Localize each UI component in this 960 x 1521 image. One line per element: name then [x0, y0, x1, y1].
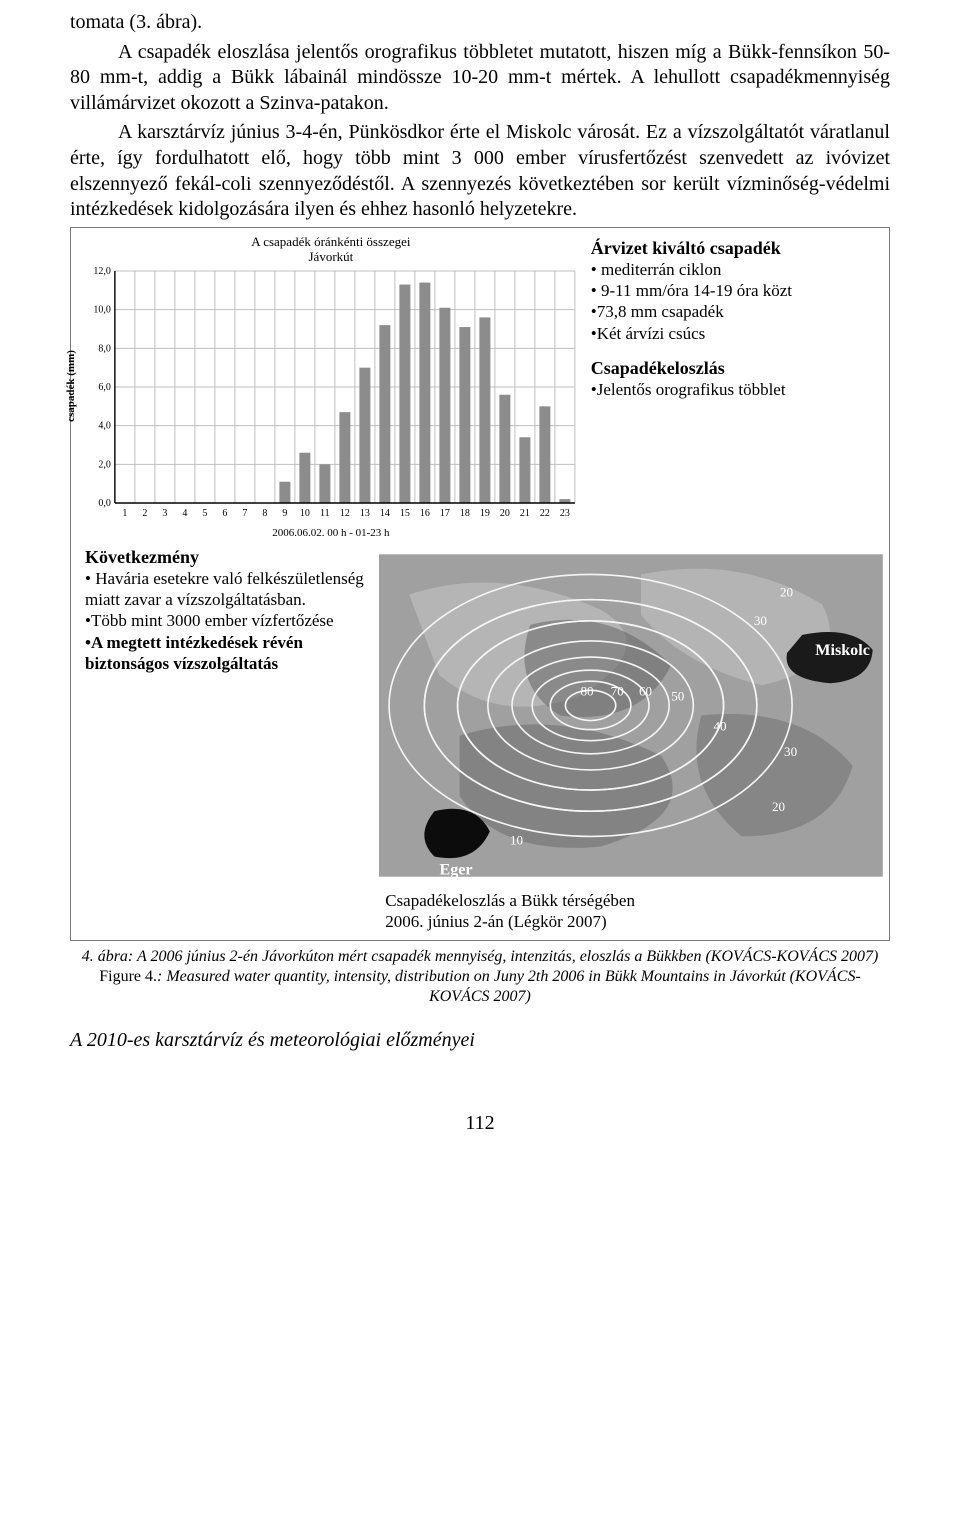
svg-text:50: 50 — [671, 688, 685, 703]
paragraph-2: A csapadék eloszlása jelentős orografiku… — [70, 40, 890, 117]
svg-text:22: 22 — [540, 508, 550, 519]
chart-title-line1: A csapadék óránkénti összegei — [251, 234, 410, 249]
svg-text:Miskolc: Miskolc — [815, 642, 870, 659]
paragraph-1: tomata (3. ábra). — [70, 10, 890, 36]
svg-text:14: 14 — [380, 508, 390, 519]
bar-chart-svg: 0,02,04,06,08,010,012,012345678910111213… — [77, 265, 585, 525]
precip-bar-chart: A csapadék óránkénti összegei Jávorkút c… — [77, 234, 585, 539]
side-block-1-heading: Árvizet kiváltó csapadék — [591, 238, 877, 259]
svg-text:11: 11 — [320, 508, 330, 519]
caption-italic-2: : Measured water quantity, intensity, di… — [157, 968, 861, 1005]
bl-line: • Havária esetekre való felkészületlensé… — [85, 568, 371, 611]
bl-bold-line: •A megtett intézkedések révén biztonságo… — [85, 632, 371, 675]
svg-text:3: 3 — [162, 508, 167, 519]
svg-text:4,0: 4,0 — [98, 421, 111, 432]
svg-text:10,0: 10,0 — [93, 305, 111, 316]
section-heading: A 2010-es karsztárvíz és meteorológiai e… — [70, 1029, 890, 1052]
svg-text:23: 23 — [560, 508, 570, 519]
map-caption-line2: 2006. június 2-án (Légkör 2007) — [385, 912, 606, 931]
svg-text:10: 10 — [510, 832, 524, 847]
svg-text:2: 2 — [142, 508, 147, 519]
svg-text:19: 19 — [480, 508, 490, 519]
svg-text:10: 10 — [300, 508, 310, 519]
svg-text:9: 9 — [282, 508, 287, 519]
svg-text:30: 30 — [784, 744, 798, 759]
svg-text:40: 40 — [714, 718, 728, 733]
svg-text:13: 13 — [360, 508, 370, 519]
paragraph-3: A karsztárvíz június 3-4-én, Pünkösdkor … — [70, 120, 890, 222]
bl-line: •Több mint 3000 ember vízfertőzése — [85, 610, 371, 631]
svg-text:12: 12 — [340, 508, 350, 519]
svg-text:60: 60 — [639, 683, 653, 698]
svg-text:8,0: 8,0 — [98, 343, 111, 354]
side-block-2: Csapadékeloszlás •Jelentős orografikus t… — [591, 358, 877, 400]
side-block-1-line: •73,8 mm csapadék — [591, 301, 877, 322]
side-block-2-heading: Csapadékeloszlás — [591, 358, 877, 379]
svg-text:4: 4 — [182, 508, 187, 519]
svg-text:18: 18 — [460, 508, 470, 519]
side-block-1-line: •Két árvízi csúcs — [591, 323, 877, 344]
svg-text:80: 80 — [581, 683, 595, 698]
page-number: 112 — [70, 1112, 890, 1135]
figure-4-container: A csapadék óránkénti összegei Jávorkút c… — [70, 227, 890, 942]
svg-text:8: 8 — [262, 508, 267, 519]
map-caption-line1: Csapadékeloszlás a Bükk térségében — [385, 891, 635, 910]
svg-text:20: 20 — [500, 508, 510, 519]
contour-map-svg: 10 20 20 30 30 40 50 60 70 80 Miskolc Eger — [379, 543, 883, 888]
side-block-1-line: • 9-11 mm/óra 14-19 óra közt — [591, 280, 877, 301]
chart-x-caption: 2006.06.02. 00 h - 01-23 h — [77, 527, 585, 539]
svg-text:15: 15 — [400, 508, 410, 519]
bl-heading: Következmény — [85, 547, 371, 568]
svg-text:2,0: 2,0 — [98, 459, 111, 470]
svg-text:20: 20 — [772, 799, 786, 814]
figure-4-caption: 4. ábra: A 2006 június 2-én Jávorkúton m… — [70, 947, 890, 1007]
svg-text:7: 7 — [242, 508, 247, 519]
side-block-1-line: • mediterrán ciklon — [591, 259, 877, 280]
svg-text:Eger: Eger — [440, 861, 473, 878]
svg-text:20: 20 — [780, 584, 794, 599]
svg-text:17: 17 — [440, 508, 450, 519]
caption-italic-1: 4. ábra: A 2006 június 2-én Jávorkúton m… — [82, 948, 879, 965]
svg-text:0,0: 0,0 — [98, 498, 111, 509]
side-block-2-line: •Jelentős orografikus többlet — [591, 379, 877, 400]
svg-text:16: 16 — [420, 508, 430, 519]
side-block-1: Árvizet kiváltó csapadék • mediterrán ci… — [591, 238, 877, 344]
svg-text:21: 21 — [520, 508, 530, 519]
svg-text:6,0: 6,0 — [98, 382, 111, 393]
caption-plain: Figure 4. — [99, 968, 157, 985]
svg-text:6: 6 — [222, 508, 227, 519]
svg-text:12,0: 12,0 — [93, 266, 111, 277]
svg-text:70: 70 — [611, 683, 625, 698]
svg-text:5: 5 — [202, 508, 207, 519]
svg-text:30: 30 — [754, 613, 768, 628]
chart-title-line2: Jávorkút — [308, 249, 353, 264]
figure-side-text: Árvizet kiváltó csapadék • mediterrán ci… — [589, 234, 883, 539]
chart-y-label: csapadék (mm) — [65, 350, 77, 422]
svg-text:1: 1 — [122, 508, 127, 519]
figure-bottom-left: Következmény • Havária esetekre való fel… — [77, 543, 375, 935]
contour-map: 10 20 20 30 30 40 50 60 70 80 Miskolc Eger Csapadék… — [379, 543, 883, 935]
